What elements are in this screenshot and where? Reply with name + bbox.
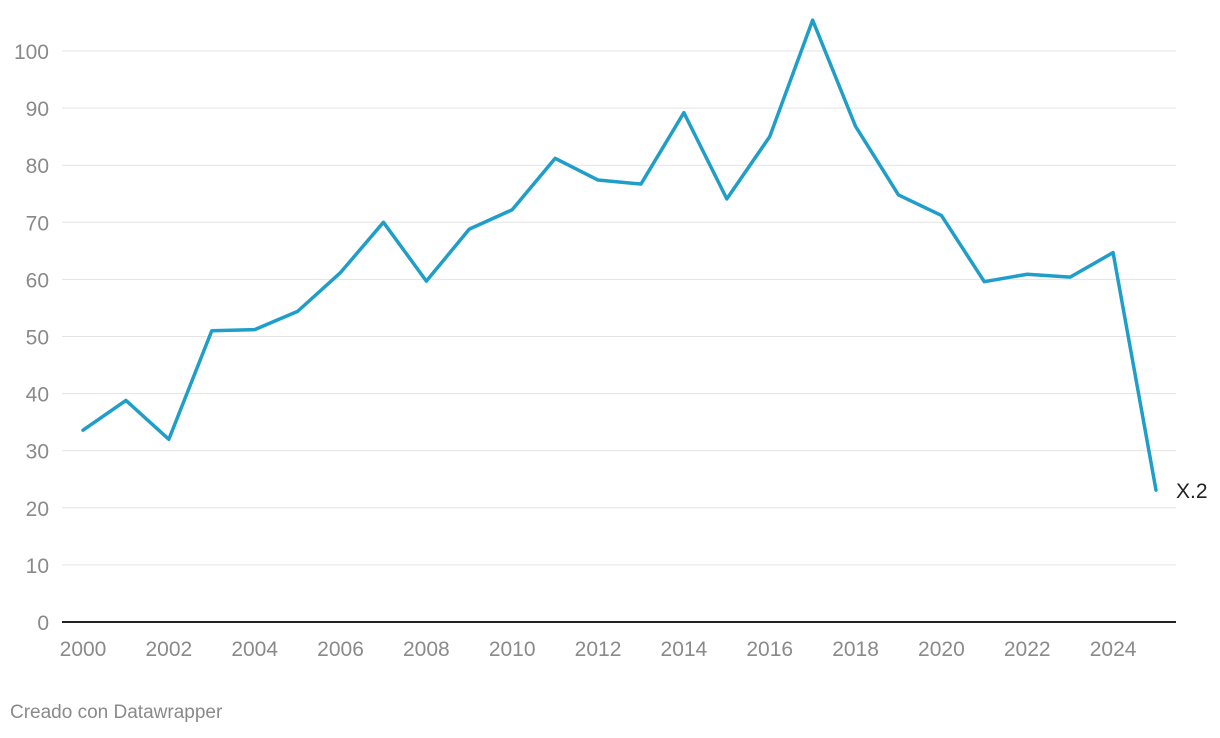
x-tick-label: 2000: [60, 638, 107, 661]
gridlines: [62, 50, 1176, 566]
x-tick-label: 2024: [1090, 638, 1137, 661]
x-tick-label: 2020: [918, 638, 965, 661]
x-tick-label: 2016: [746, 638, 793, 661]
x-tick-label: 2004: [231, 638, 278, 661]
y-tick-label: 100: [14, 41, 49, 64]
y-tick-label: 20: [26, 498, 49, 521]
x-tick-label: 2014: [661, 638, 708, 661]
series-label: X.2: [1176, 480, 1208, 503]
y-tick-label: 30: [26, 441, 49, 464]
y-tick-label: 70: [26, 212, 49, 235]
x-tick-label: 2012: [575, 638, 622, 661]
x-tick-label: 2022: [1004, 638, 1051, 661]
x-tick-label: 2008: [403, 638, 450, 661]
y-tick-label: 60: [26, 269, 49, 292]
x-tick-label: 2006: [317, 638, 364, 661]
series-line: [81, 18, 1158, 492]
credit-text: Creado con Datawrapper: [10, 702, 223, 723]
y-tick-label: 10: [26, 555, 49, 578]
y-tick-label: 50: [26, 327, 49, 350]
x-tick-label: 2002: [145, 638, 192, 661]
y-tick-label: 0: [37, 612, 49, 635]
y-tick-label: 40: [26, 384, 49, 407]
x-axis-ticks: 2000 2002 2004 2006 2008 2010 2012 2014 2016 2018…: [60, 638, 1137, 661]
series-group: X.2: [81, 18, 1208, 503]
y-tick-label: 90: [26, 98, 49, 121]
y-axis-ticks: 0 10 20 30 40 50 60 70 80 90 100: [14, 41, 49, 635]
x-tick-label: 2010: [489, 638, 536, 661]
y-tick-label: 80: [26, 155, 49, 178]
x-tick-label: 2018: [832, 638, 879, 661]
